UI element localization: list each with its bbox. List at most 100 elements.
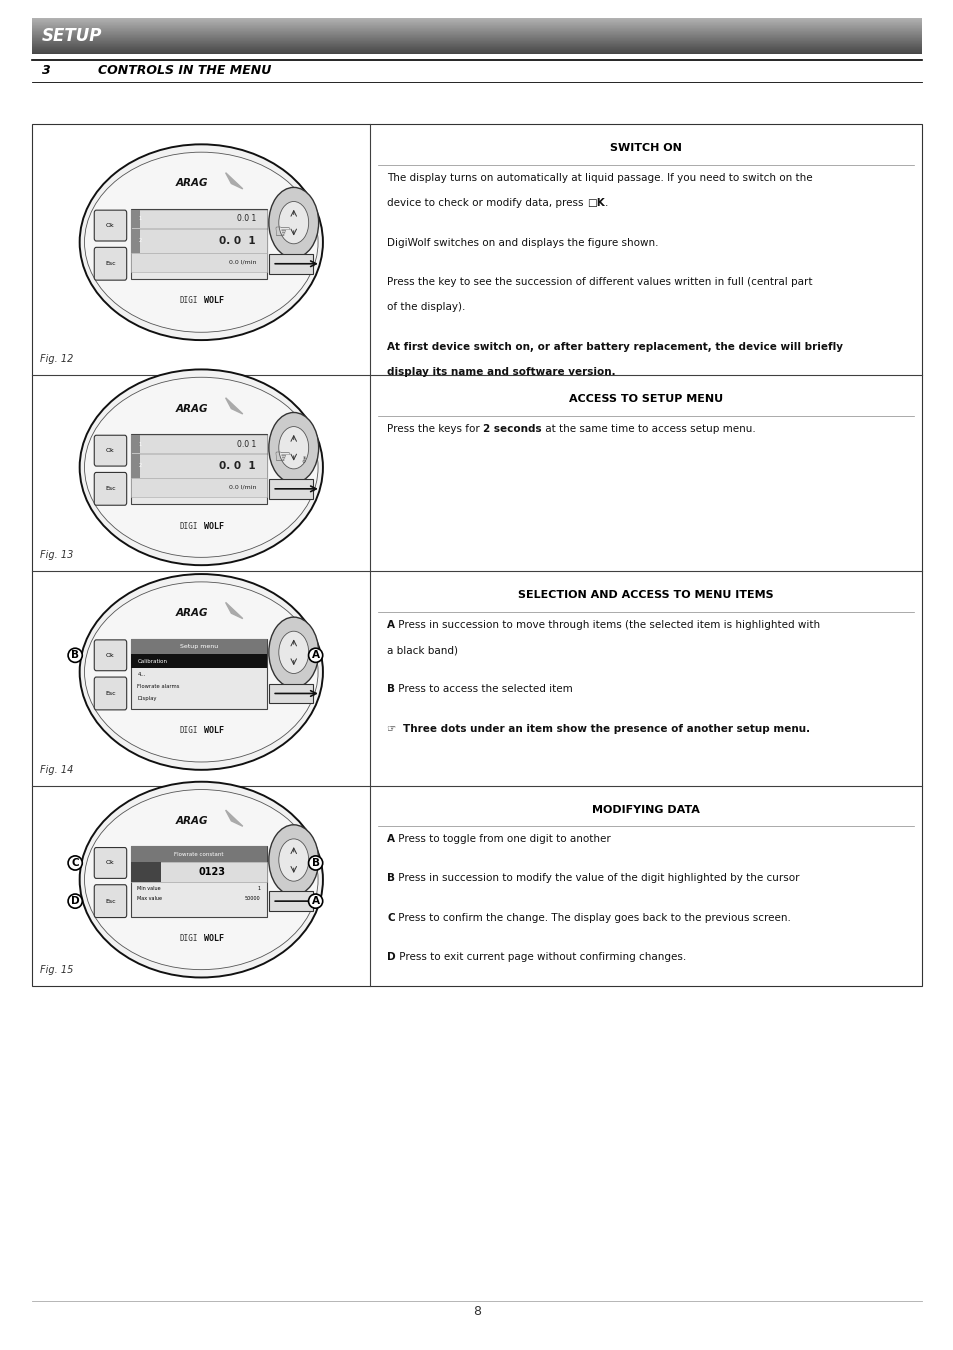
Bar <box>131 254 267 271</box>
Bar <box>131 435 267 505</box>
Circle shape <box>278 427 309 468</box>
Text: 1: 1 <box>256 886 260 891</box>
Bar <box>269 254 313 274</box>
Ellipse shape <box>79 370 322 566</box>
Text: ⚷: ⚷ <box>300 454 307 463</box>
Text: 0123: 0123 <box>198 867 226 876</box>
Text: WOLF: WOLF <box>204 297 224 305</box>
Bar <box>131 435 267 454</box>
Text: 1: 1 <box>138 216 142 221</box>
Text: A: A <box>387 834 395 844</box>
Text: Press to exit current page without confirming changes.: Press to exit current page without confi… <box>395 952 685 961</box>
Text: ARAG: ARAG <box>175 404 208 413</box>
Bar <box>131 846 267 861</box>
Bar <box>131 228 267 252</box>
Circle shape <box>269 413 318 483</box>
Bar <box>131 209 140 228</box>
Text: Fig. 13: Fig. 13 <box>40 551 73 560</box>
Text: SELECTION AND ACCESS TO MENU ITEMS: SELECTION AND ACCESS TO MENU ITEMS <box>517 590 773 599</box>
Text: D: D <box>387 952 395 961</box>
Text: Esc: Esc <box>105 899 115 903</box>
FancyBboxPatch shape <box>94 884 127 918</box>
Text: At first device switch on, or after battery replacement, the device will briefly: At first device switch on, or after batt… <box>387 342 842 351</box>
Text: Ok: Ok <box>106 448 114 454</box>
Text: Fig. 12: Fig. 12 <box>40 355 73 364</box>
Text: 2: 2 <box>138 238 142 243</box>
Polygon shape <box>225 602 242 618</box>
Text: Ok: Ok <box>106 223 114 228</box>
Text: at the same time to access setup menu.: at the same time to access setup menu. <box>541 424 755 433</box>
Text: ☞: ☞ <box>273 223 290 242</box>
Text: ARAG: ARAG <box>175 815 208 826</box>
Bar <box>269 683 313 703</box>
Bar <box>131 454 140 478</box>
Text: of the display).: of the display). <box>387 302 465 312</box>
Text: 0.0 1: 0.0 1 <box>236 440 255 448</box>
FancyBboxPatch shape <box>94 435 127 466</box>
Text: SWITCH ON: SWITCH ON <box>609 143 681 153</box>
Text: Esc: Esc <box>105 486 115 491</box>
FancyBboxPatch shape <box>94 472 127 505</box>
Text: 0. 0  1: 0. 0 1 <box>219 460 255 471</box>
Text: 0.0 l/min: 0.0 l/min <box>229 485 255 490</box>
Text: Display: Display <box>137 695 156 701</box>
Text: B: B <box>387 684 395 694</box>
Circle shape <box>269 188 318 258</box>
Text: display its name and software version.: display its name and software version. <box>387 367 616 377</box>
Text: A: A <box>387 620 395 629</box>
Bar <box>131 209 267 279</box>
Text: 3: 3 <box>42 65 51 77</box>
Circle shape <box>278 838 309 882</box>
Text: ☞: ☞ <box>273 448 290 467</box>
Polygon shape <box>225 398 242 414</box>
Bar <box>269 479 313 498</box>
Text: ARAG: ARAG <box>175 609 208 618</box>
Bar <box>131 435 140 454</box>
Text: ACCESS TO SETUP MENU: ACCESS TO SETUP MENU <box>568 394 722 404</box>
Bar <box>131 639 267 655</box>
Text: A: A <box>312 896 319 906</box>
Ellipse shape <box>85 582 317 761</box>
Text: 0. 0  1: 0. 0 1 <box>219 236 255 246</box>
Text: B: B <box>71 651 79 660</box>
Text: 2 seconds: 2 seconds <box>483 424 541 433</box>
Polygon shape <box>225 173 242 189</box>
Text: 4...: 4... <box>137 672 146 676</box>
Bar <box>131 655 267 668</box>
FancyBboxPatch shape <box>94 678 127 710</box>
Text: DigiWolf switches on and displays the figure shown.: DigiWolf switches on and displays the fi… <box>387 238 659 247</box>
Text: 2: 2 <box>138 463 142 468</box>
Text: Min value: Min value <box>137 886 161 891</box>
Circle shape <box>269 825 318 895</box>
Circle shape <box>269 617 318 687</box>
Text: Press the key to see the succession of different values written in full (central: Press the key to see the succession of d… <box>387 277 812 286</box>
Text: CONTROLS IN THE MENU: CONTROLS IN THE MENU <box>98 65 271 77</box>
Text: Fig. 14: Fig. 14 <box>40 765 73 775</box>
Bar <box>131 454 267 478</box>
FancyBboxPatch shape <box>94 247 127 281</box>
Bar <box>131 209 267 228</box>
Text: SETUP: SETUP <box>42 27 102 45</box>
Text: Flowrate constant: Flowrate constant <box>173 852 223 857</box>
Text: 50000: 50000 <box>244 896 260 900</box>
Text: a black band): a black band) <box>387 645 457 655</box>
Text: Press in succession to move through items (the selected item is highlighted with: Press in succession to move through item… <box>395 620 820 629</box>
Text: MODIFYING DATA: MODIFYING DATA <box>591 805 700 814</box>
FancyBboxPatch shape <box>94 640 127 671</box>
Ellipse shape <box>85 790 317 969</box>
Text: Three dots under an item show the presence of another setup menu.: Three dots under an item show the presen… <box>403 724 809 733</box>
Ellipse shape <box>79 144 322 340</box>
Ellipse shape <box>85 153 317 332</box>
Text: Setup menu: Setup menu <box>179 644 217 649</box>
Text: Flowrate alarms: Flowrate alarms <box>137 683 180 688</box>
Bar <box>32 124 921 986</box>
Text: B: B <box>387 873 395 883</box>
Text: device to check or modify data, press: device to check or modify data, press <box>387 198 586 208</box>
Text: DIGI: DIGI <box>180 934 198 942</box>
FancyBboxPatch shape <box>94 211 127 242</box>
Text: Ok: Ok <box>106 860 114 865</box>
Ellipse shape <box>85 377 317 558</box>
Text: 1: 1 <box>138 441 142 447</box>
Bar <box>131 861 160 882</box>
Text: WOLF: WOLF <box>204 934 224 942</box>
